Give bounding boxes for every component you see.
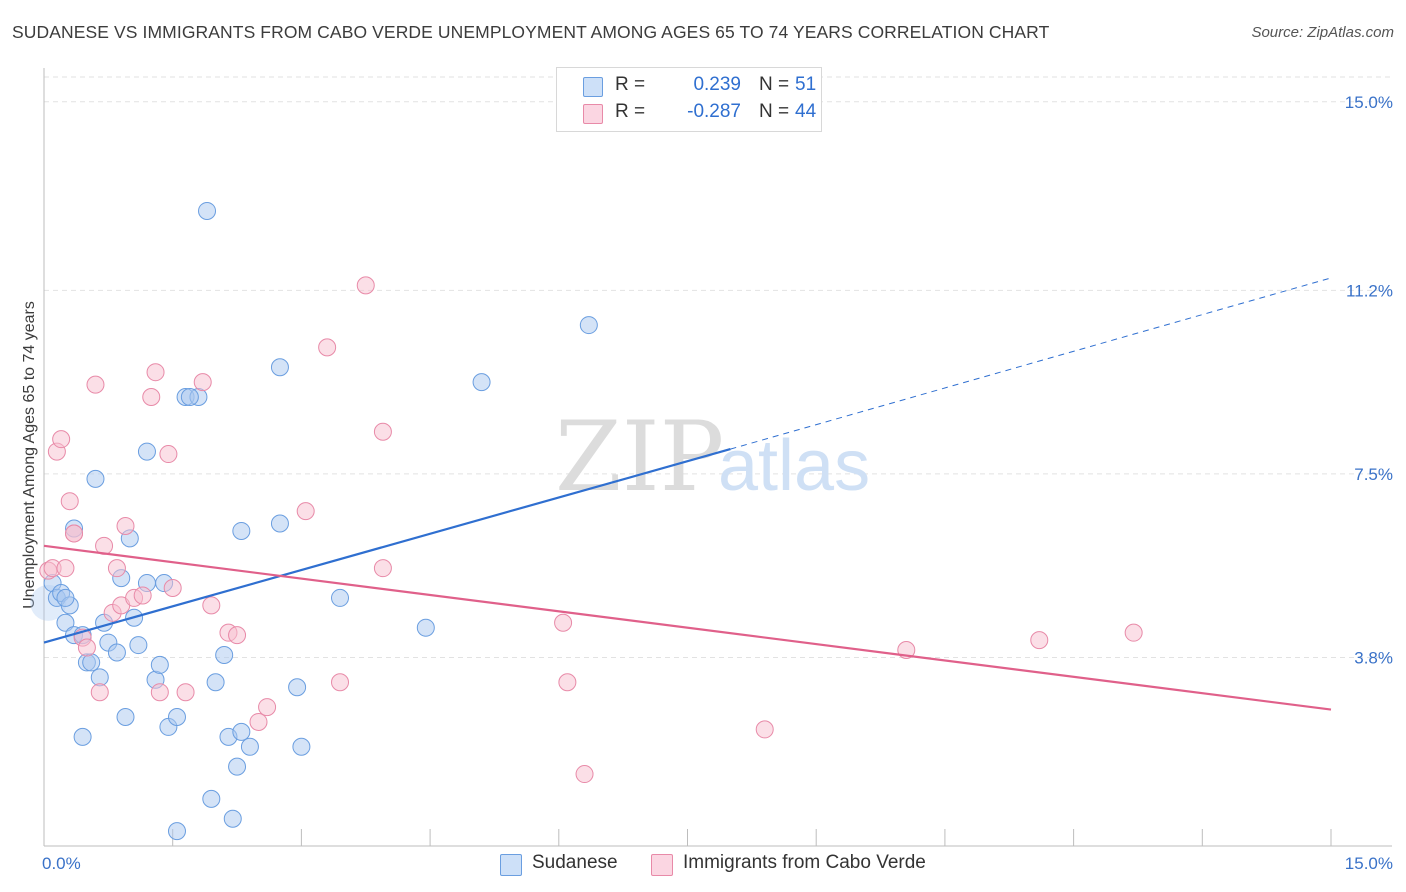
watermark-zip: ZIP [555, 401, 724, 513]
cabo-verde-point [575, 765, 594, 784]
sudanese-points [30, 201, 598, 841]
legend-swatch-sudanese [583, 77, 603, 97]
gridlines [44, 76, 1392, 658]
sudanese-trend-extension [730, 277, 1332, 450]
sudanese-point [215, 645, 234, 664]
cabo-verde-point [318, 338, 337, 357]
sudanese-point [240, 737, 259, 756]
cabo-verde-point [60, 492, 79, 511]
cabo-verde-point [52, 430, 71, 449]
bottom-legend-swatch-cabo-verde [651, 854, 673, 876]
cabo-verde-point [373, 559, 392, 578]
cabo-verde-point [146, 363, 165, 382]
y-tick-label: 15.0% [1345, 93, 1393, 112]
cabo-verde-point [249, 712, 268, 731]
sudanese-point [270, 358, 289, 377]
y-tick-label: 7.5% [1354, 465, 1393, 484]
sudanese-point [56, 613, 75, 632]
legend-r-value: -0.287 [687, 101, 741, 122]
sudanese-point [86, 469, 105, 488]
bottom-legend-swatch-sudanese [500, 854, 522, 876]
legend-n-value: 51 [795, 74, 817, 95]
cabo-verde-point [1124, 623, 1143, 642]
sudanese-point [232, 722, 251, 741]
cabo-verde-point [228, 626, 247, 645]
legend-r-label: R = [615, 74, 646, 95]
sudanese-point [206, 673, 225, 692]
sudanese-point [107, 643, 126, 662]
y-tick-label: 3.8% [1354, 648, 1393, 667]
tick-labels: 3.8% 7.5% 11.2% 15.0% 0.0% 15.0% [42, 93, 1393, 873]
legend-n-label: N = [759, 101, 790, 122]
sudanese-point [472, 373, 491, 392]
source-label: Source: ZipAtlas.com [1251, 24, 1394, 41]
sudanese-point [180, 388, 199, 407]
legend: R = 0.239 N = 51 R = -0.287 N = 44 [556, 67, 822, 132]
sudanese-point [292, 737, 311, 756]
trend-lines [43, 277, 1332, 711]
cabo-verde-points [39, 276, 1143, 784]
cabo-verde-point [86, 375, 105, 394]
cabo-verde-point [331, 673, 350, 692]
sudanese-point [331, 588, 350, 607]
legend-n-value: 44 [795, 101, 817, 122]
watermark: ZIP atlas [555, 401, 870, 513]
sudanese-point [579, 316, 598, 335]
cabo-verde-point [90, 683, 109, 702]
sudanese-point [232, 521, 251, 540]
cabo-verde-point [77, 638, 96, 657]
watermark-atlas: atlas [718, 426, 870, 506]
cabo-verde-point [163, 579, 182, 598]
x-tick-label: 0.0% [42, 854, 81, 873]
cabo-verde-point [107, 559, 126, 578]
sudanese-point [129, 636, 148, 655]
legend-swatch-cabo-verde [583, 104, 603, 124]
sudanese-point [288, 678, 307, 697]
sudanese-point [167, 708, 186, 727]
cabo-verde-point [65, 524, 84, 543]
cabo-verde-point [116, 516, 135, 535]
cabo-verde-point [373, 422, 392, 441]
cabo-verde-point [554, 613, 573, 632]
cabo-verde-point [56, 559, 75, 578]
sudanese-point [150, 655, 169, 674]
sudanese-point [202, 789, 221, 808]
sudanese-point [223, 809, 242, 828]
sudanese-point [416, 618, 435, 637]
cabo-verde-point [193, 373, 212, 392]
legend-r-value: 0.239 [693, 74, 741, 95]
bottom-legend-label-sudanese: Sudanese [532, 852, 618, 873]
sudanese-point [82, 653, 101, 672]
x-tick-label: 15.0% [1345, 854, 1393, 873]
y-tick-label: 11.2% [1346, 281, 1393, 300]
sudanese-point [116, 708, 135, 727]
cabo-verde-point [1030, 631, 1049, 650]
cabo-verde-point [202, 596, 221, 615]
axes [43, 68, 1392, 847]
cabo-verde-point [356, 276, 375, 295]
sudanese-point [73, 727, 92, 746]
sudanese-point [56, 588, 75, 607]
sudanese-point [270, 514, 289, 533]
legend-n-label: N = [759, 74, 790, 95]
sudanese-point [228, 757, 247, 776]
cabo-verde-point [159, 445, 178, 464]
sudanese-point [167, 822, 186, 841]
cabo-verde-point [150, 683, 169, 702]
cabo-verde-point [558, 673, 577, 692]
cabo-verde-point [296, 502, 315, 521]
cabo-verde-point [133, 586, 152, 605]
sudanese-point [198, 201, 217, 220]
bottom-legend-label-cabo-verde: Immigrants from Cabo Verde [683, 852, 926, 873]
cabo-verde-point [755, 720, 774, 739]
chart-title: SUDANESE VS IMMIGRANTS FROM CABO VERDE U… [12, 22, 1050, 42]
legend-r-label: R = [615, 101, 646, 122]
cabo-verde-point [258, 698, 277, 717]
cabo-verde-trend-line [43, 544, 1332, 711]
sudanese-point [137, 442, 156, 461]
cabo-verde-point [176, 683, 195, 702]
cabo-verde-point [142, 388, 161, 407]
sudanese-trend-line [43, 448, 731, 644]
